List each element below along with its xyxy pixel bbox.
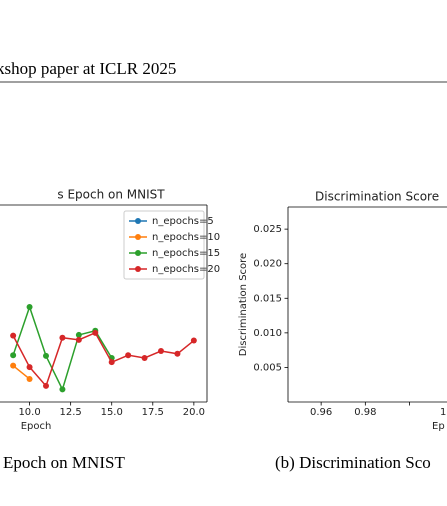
x-tick-label: 1.: [440, 407, 447, 418]
legend-label: n_epochs=5: [152, 216, 214, 227]
x-tick-label: 15.0: [101, 407, 123, 418]
legend-box: [123, 210, 205, 280]
data-point: [26, 375, 33, 382]
data-point: [75, 336, 82, 343]
y-tick-label: 0.025: [253, 224, 282, 235]
y-tick-label: 0.005: [253, 362, 282, 373]
y-tick-label: 0.010: [253, 328, 282, 339]
data-point: [10, 362, 17, 369]
legend-label: n_epochs=10: [152, 232, 220, 243]
series-line: [12, 365, 31, 380]
data-point: [174, 350, 181, 357]
data-point: [10, 352, 17, 359]
data-point: [59, 386, 66, 393]
legend-label: n_epochs=20: [152, 264, 220, 275]
legend-marker: [135, 250, 141, 256]
data-point: [43, 352, 49, 359]
data-point: [108, 359, 115, 366]
data-point: [158, 348, 164, 355]
legend-marker: [135, 218, 141, 224]
data-point: [26, 303, 33, 310]
x-tick-label: 0.96: [310, 407, 332, 418]
x-axis-label: Ep: [432, 421, 445, 432]
data-point: [125, 352, 132, 359]
legend-marker: [135, 234, 141, 240]
data-point: [10, 332, 17, 339]
data-point: [43, 382, 49, 389]
legend-marker: [135, 266, 141, 272]
x-tick-label: 20.0: [183, 407, 205, 418]
chart-title: Discrimination Score: [315, 190, 439, 204]
caption: Epoch on MNIST: [3, 453, 125, 472]
y-tick-label: 0.020: [253, 259, 282, 270]
running-header: kshop paper at ICLR 2025: [0, 59, 176, 78]
caption: (b) Discrimination Sco: [275, 453, 431, 472]
data-point: [141, 354, 148, 361]
x-tick-label: 12.5: [60, 407, 82, 418]
x-axis-label: Epoch: [21, 421, 52, 432]
data-point: [75, 331, 82, 338]
legend-label: n_epochs=15: [152, 248, 220, 259]
data-point: [26, 364, 33, 371]
y-axis-label: Discrimination Score: [238, 253, 249, 356]
x-tick-label: 17.5: [142, 407, 164, 418]
data-point: [59, 334, 66, 341]
data-point: [190, 337, 197, 344]
chart-title: s Epoch on MNIST: [57, 188, 165, 202]
x-tick-label: 10.0: [18, 407, 40, 418]
y-tick-label: 0.015: [253, 293, 282, 304]
data-point: [92, 329, 99, 336]
x-tick-label: 0.98: [354, 407, 376, 418]
